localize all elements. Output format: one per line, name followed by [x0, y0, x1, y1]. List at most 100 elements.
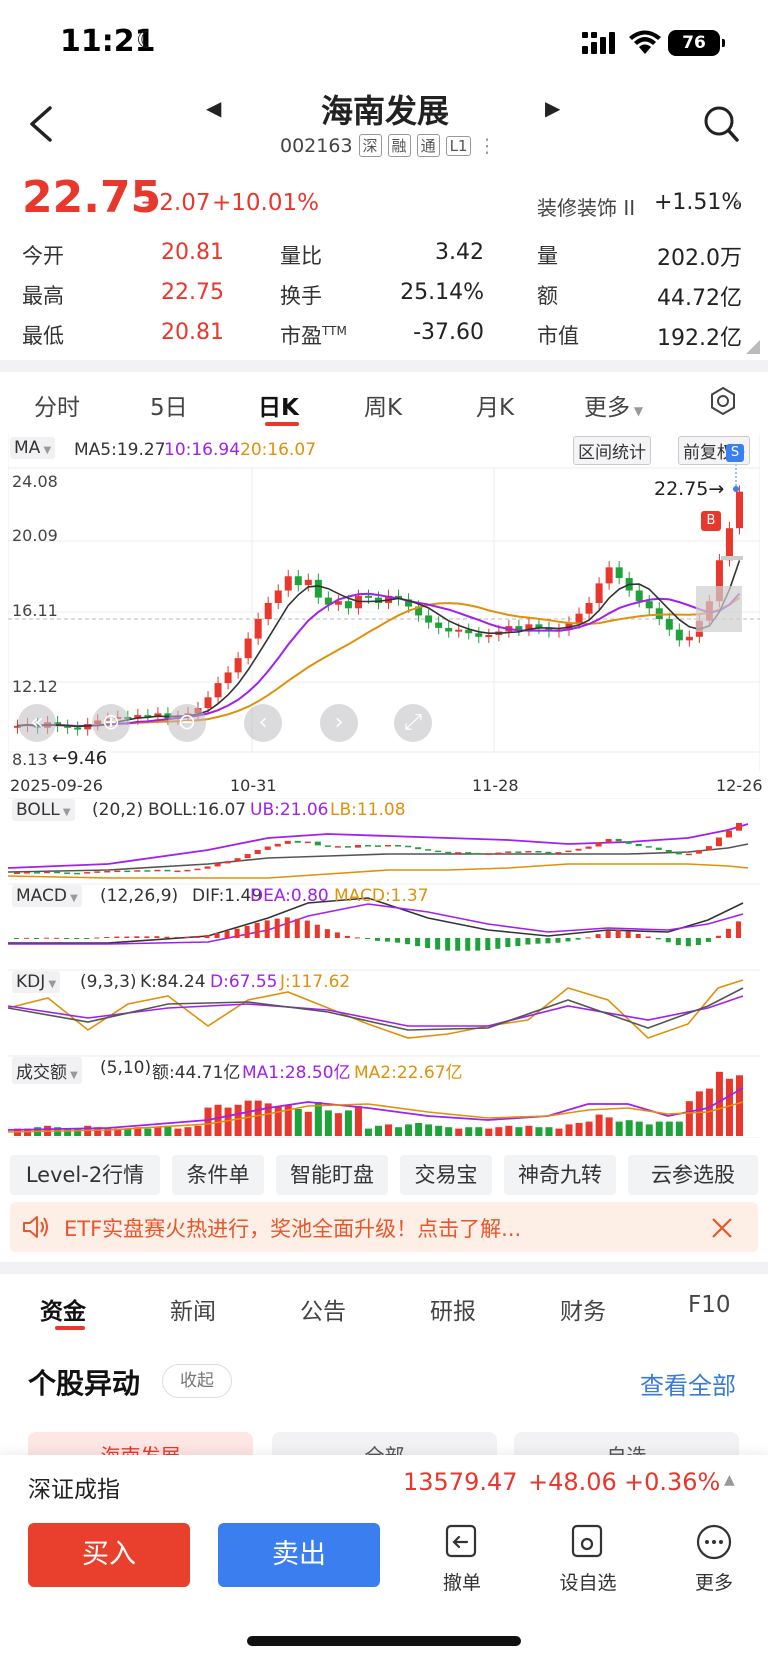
volume-bar	[174, 1128, 182, 1136]
tool-magic-nine[interactable]: 神奇九转	[504, 1155, 616, 1195]
sell-button[interactable]: 卖出	[218, 1523, 380, 1587]
macd-selector[interactable]: MACD ▼	[12, 885, 82, 907]
tab-funds[interactable]: 资金	[40, 1299, 86, 1325]
settings-icon[interactable]	[708, 386, 738, 416]
tool-cloud-pick[interactable]: 云参选股	[628, 1155, 758, 1195]
low-mark: ←9.46	[52, 748, 108, 769]
tab-daily-k[interactable]: 日K	[258, 395, 299, 421]
tab-announcements[interactable]: 公告	[300, 1299, 346, 1325]
volume-bar	[615, 1121, 623, 1136]
tab-more[interactable]: 更多 ▼	[584, 395, 644, 421]
indicator-panels[interactable]	[8, 798, 760, 1138]
boll-candle	[685, 853, 692, 856]
prev-stock-icon[interactable]: ◀	[206, 96, 222, 120]
macd-bar	[284, 917, 290, 938]
boll-candle	[735, 823, 742, 831]
buy-button[interactable]: 买入	[28, 1523, 190, 1587]
banner-text[interactable]: ETF实盘赛火热进行，奖池全面升级！点击了解...	[64, 1217, 522, 1241]
more-label[interactable]: 更多	[694, 1572, 733, 1594]
macd-params: (12,26,9)	[100, 886, 179, 906]
boll-candle	[134, 870, 141, 872]
tab-underline	[55, 1326, 85, 1330]
volume-bar	[224, 1107, 232, 1136]
candle-body	[665, 618, 673, 630]
range-stats-button[interactable]: 区间统计	[573, 436, 651, 465]
boll-candle	[204, 866, 211, 869]
macd-bar	[114, 936, 120, 938]
caret-up-icon[interactable]: ▲	[724, 1472, 735, 1488]
boll-candle	[725, 830, 732, 838]
volume-bar	[164, 1125, 172, 1136]
tab-news[interactable]: 新闻	[170, 1299, 216, 1325]
scroll-left-icon[interactable]: ‹	[244, 704, 282, 742]
tool-smart-watch[interactable]: 智能盯盘	[276, 1155, 388, 1195]
macd-bar	[224, 930, 230, 938]
volume-bar	[114, 1128, 122, 1136]
volume-bar	[405, 1124, 413, 1136]
candle-body	[735, 491, 743, 529]
macd-dif: DIF:1.49	[192, 886, 263, 906]
boll-candle	[64, 872, 71, 874]
amount-selector[interactable]: 成交额 ▼	[12, 1057, 82, 1084]
tab-f10[interactable]: F10	[688, 1292, 731, 1318]
candlestick-chart[interactable]	[8, 434, 760, 772]
y-tick-4: 12.12	[12, 677, 58, 696]
rewind-icon[interactable]: «	[18, 704, 56, 742]
tab-intraday[interactable]: 分时	[34, 395, 80, 421]
boll-candle	[615, 838, 622, 842]
sector-pct[interactable]: +1.51%	[654, 190, 743, 215]
ma-selector[interactable]: MA ▼	[10, 437, 56, 459]
volume-bar	[655, 1121, 663, 1136]
scroll-right-icon[interactable]: ›	[320, 704, 358, 742]
volume-bar	[525, 1125, 533, 1136]
macd-bar	[84, 938, 90, 939]
tab-weekly-k[interactable]: 周K	[364, 395, 403, 421]
candle-body	[314, 579, 322, 598]
volume-bar	[605, 1117, 613, 1136]
add-watchlist-label[interactable]: 设自选	[559, 1572, 617, 1594]
kdj-selector[interactable]: KDJ ▼	[12, 971, 61, 993]
boll-candle	[415, 847, 422, 850]
tool-level2[interactable]: Level-2行情	[10, 1155, 160, 1195]
boll-candle	[174, 870, 181, 873]
add-watchlist-icon[interactable]	[568, 1522, 608, 1562]
search-icon[interactable]	[702, 104, 740, 144]
candle-body	[74, 727, 82, 730]
macd-bar	[415, 938, 421, 947]
fullscreen-icon[interactable]: ⤢	[394, 704, 432, 742]
kebab-icon[interactable]: ⋮	[477, 134, 497, 157]
tab-research[interactable]: 研报	[430, 1299, 476, 1325]
index-name[interactable]: 深证成指	[28, 1477, 120, 1503]
close-icon[interactable]	[710, 1216, 734, 1240]
tool-condition-order[interactable]: 条件单	[172, 1155, 264, 1195]
tool-trade-bao[interactable]: 交易宝	[400, 1155, 492, 1195]
volume-bar	[344, 1110, 352, 1136]
ma5-value: MA5:19.27	[74, 440, 166, 460]
collapse-button[interactable]: 收起	[162, 1364, 232, 1398]
zoom-out-icon[interactable]: ⊖	[168, 704, 206, 742]
home-indicator[interactable]	[247, 1636, 521, 1646]
view-all-link[interactable]: 查看全部	[640, 1372, 736, 1400]
tab-finance[interactable]: 财务	[560, 1299, 606, 1325]
next-stock-icon[interactable]: ▶	[545, 96, 561, 120]
cancel-order-icon[interactable]	[442, 1522, 482, 1562]
candle-body	[515, 626, 523, 630]
volume-bar	[354, 1106, 362, 1136]
volume-bar	[214, 1104, 222, 1136]
expand-corner-icon[interactable]	[746, 340, 760, 354]
tab-5day[interactable]: 5日	[150, 395, 188, 421]
zoom-in-icon[interactable]: ⊕	[92, 704, 130, 742]
tab-monthly-k[interactable]: 月K	[476, 395, 515, 421]
promo-banner[interactable]	[10, 1202, 758, 1252]
cancel-order-label[interactable]: 撤单	[442, 1572, 481, 1594]
chevron-right-icon[interactable]: ›	[733, 190, 742, 215]
candle-body	[324, 597, 332, 605]
back-icon[interactable]	[28, 104, 54, 144]
sector-name[interactable]: 装修装饰 II	[537, 196, 636, 220]
candle-body	[455, 629, 463, 632]
more-icon[interactable]	[694, 1522, 734, 1562]
boll-selector[interactable]: BOLL ▼	[12, 799, 75, 821]
candle-body	[264, 602, 272, 619]
macd-bar	[214, 933, 220, 938]
candle-body	[635, 590, 643, 602]
